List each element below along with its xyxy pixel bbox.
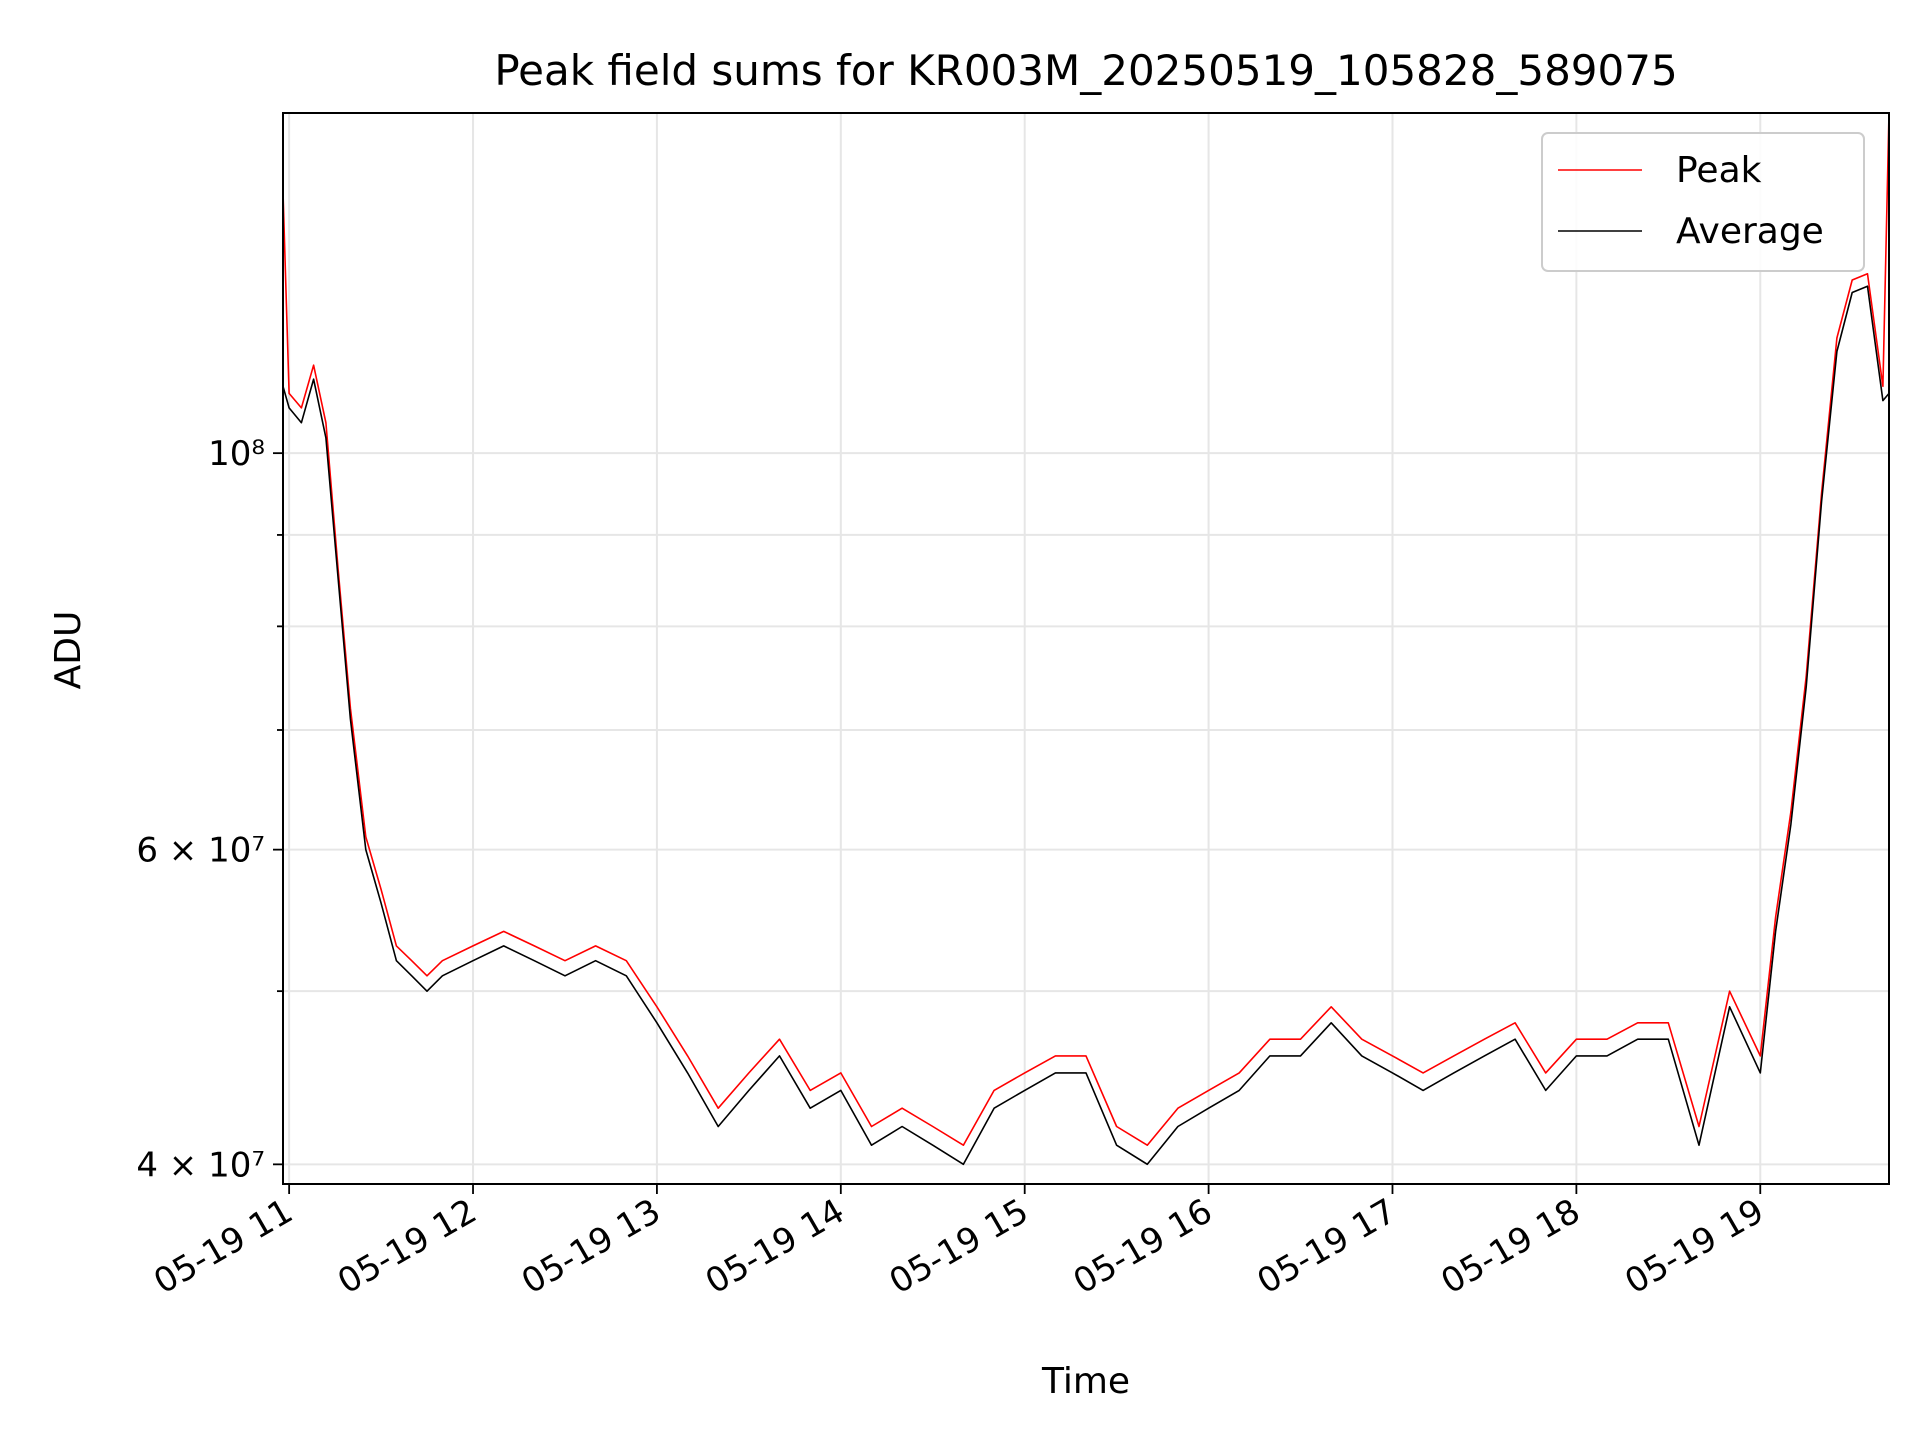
- x-tick-label: 05-19 15: [883, 1191, 1035, 1302]
- legend-label-average: Average: [1676, 211, 1824, 252]
- y-tick-label: 6 × 10⁷: [136, 831, 265, 871]
- plot-frame: [282, 112, 1890, 1185]
- x-tick-label: 05-19 12: [331, 1191, 483, 1302]
- x-tick-label: 05-19 19: [1618, 1191, 1770, 1302]
- x-tick-label: 05-19 17: [1251, 1191, 1403, 1302]
- series-layer: [282, 112, 1890, 1166]
- legend-box: [1541, 132, 1865, 272]
- gridlines: [283, 113, 1889, 1184]
- y-tick-label: 4 × 10⁷: [136, 1145, 265, 1185]
- axes: 05-19 11 05-19 12 05-19 13 05-19 14 05-19 15…: [136, 434, 1770, 1302]
- y-tick-label: 10⁸: [208, 434, 265, 474]
- x-tick-label: 05-19 11: [147, 1191, 299, 1302]
- series-line-peak: [282, 112, 1890, 1146]
- x-tick-label: 05-19 18: [1434, 1191, 1586, 1302]
- y-axis-label: ADU: [48, 611, 89, 690]
- x-tick-label: 05-19 14: [699, 1191, 851, 1302]
- chart-title: Peak field sums for KR003M_20250519_1058…: [494, 46, 1677, 95]
- series-line-average: [282, 285, 1890, 1166]
- x-tick-label: 05-19 13: [515, 1191, 667, 1302]
- legend-label-peak: Peak: [1676, 150, 1762, 191]
- x-axis-label: Time: [1041, 1361, 1130, 1402]
- legend: Peak Average: [1541, 132, 1865, 272]
- x-tick-label: 05-19 16: [1067, 1191, 1219, 1302]
